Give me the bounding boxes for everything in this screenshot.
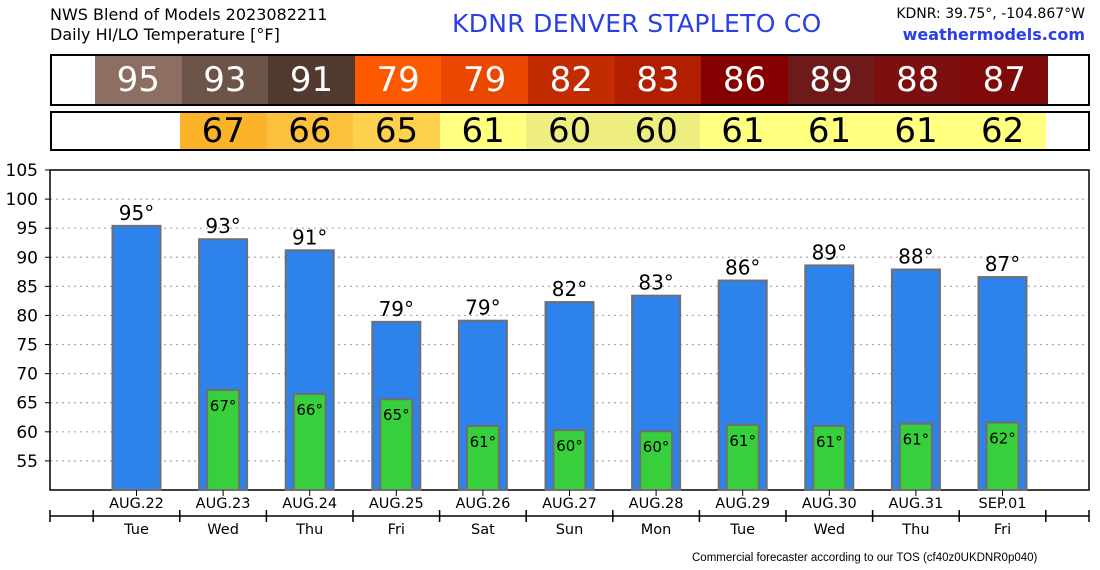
x-day-label: Sun bbox=[556, 522, 584, 538]
x-day-label: Wed bbox=[813, 522, 845, 538]
x-day-label: Tue bbox=[729, 522, 755, 538]
hi-data-label: 91° bbox=[292, 225, 327, 249]
x-day-label: Fri bbox=[994, 522, 1011, 538]
lo-strip-cell: 67 bbox=[180, 111, 267, 151]
lo-strip-cell: 61 bbox=[872, 111, 960, 151]
lo-strip-cell: 61 bbox=[786, 111, 873, 151]
lo-bar bbox=[898, 422, 933, 491]
hi-data-label: 82° bbox=[552, 277, 587, 301]
lo-data-label: 61° bbox=[470, 433, 497, 451]
station-name: KDNR DENVER STAPLETO CO bbox=[452, 9, 822, 38]
chart-title-line1: NWS Blend of Models 2023082211 bbox=[50, 5, 328, 24]
lo-strip-cell: 61 bbox=[439, 111, 527, 151]
lo-temperature-strip: 67 66 65 61 60 60 61 61 61 62 bbox=[50, 111, 1090, 151]
lo-data-label: 62° bbox=[989, 430, 1016, 448]
lo-bar bbox=[812, 425, 847, 491]
y-tick-label: 100 bbox=[6, 190, 38, 210]
lo-bar bbox=[292, 393, 327, 491]
hi-temperature-strip: 95 93 91 79 79 82 83 86 89 88 87 bbox=[50, 54, 1090, 106]
y-tick-label: 95 bbox=[16, 219, 38, 239]
y-tick-label: 75 bbox=[16, 336, 38, 356]
y-tick-label: 55 bbox=[16, 452, 38, 472]
lo-bar bbox=[465, 425, 500, 491]
y-tick-label: 90 bbox=[16, 248, 38, 268]
hi-bar bbox=[111, 224, 162, 491]
x-tick-label: AUG.26 bbox=[455, 496, 510, 512]
hi-strip-cell: 89 bbox=[787, 56, 875, 104]
lo-strip-cell: 61 bbox=[699, 111, 787, 151]
x-day-label: Fri bbox=[388, 522, 405, 538]
y-tick-label: 70 bbox=[16, 365, 38, 385]
lo-bar bbox=[552, 429, 587, 491]
hi-data-label: 79° bbox=[465, 296, 500, 320]
site-link[interactable]: weathermodels.com bbox=[902, 25, 1085, 44]
lo-data-label: 61° bbox=[729, 432, 756, 450]
x-tick-label: AUG.31 bbox=[888, 496, 943, 512]
lo-strip-cell: 60 bbox=[612, 111, 700, 151]
lo-bar bbox=[985, 421, 1020, 491]
hi-strip-cell: 95 bbox=[95, 56, 182, 104]
hi-strip-cell: 87 bbox=[960, 56, 1048, 104]
x-tick-label: AUG.28 bbox=[629, 496, 684, 512]
hi-strip-cell: 86 bbox=[701, 56, 788, 104]
hi-data-label: 95° bbox=[119, 201, 154, 225]
hi-strip-cell: 88 bbox=[874, 56, 961, 104]
x-tick-label: SEP.01 bbox=[979, 496, 1027, 512]
lo-data-label: 60° bbox=[556, 437, 583, 455]
hi-strip-cell: 79 bbox=[354, 56, 442, 104]
hi-data-label: 79° bbox=[379, 297, 414, 321]
x-tick-label: AUG.25 bbox=[369, 496, 424, 512]
x-day-label: Thu bbox=[295, 522, 323, 538]
hi-strip-cell: 91 bbox=[268, 56, 355, 104]
hi-strip-cell: 93 bbox=[181, 56, 269, 104]
x-tick-label: AUG.24 bbox=[282, 496, 337, 512]
x-tick-label: AUG.29 bbox=[715, 496, 770, 512]
hi-data-label: 88° bbox=[898, 244, 933, 268]
lo-strip-cell: 60 bbox=[526, 111, 613, 151]
hi-strip-cell: 82 bbox=[527, 56, 615, 104]
hi-strip-cell: 83 bbox=[614, 56, 702, 104]
x-tick-label: AUG.30 bbox=[802, 496, 857, 512]
hi-data-label: 83° bbox=[638, 271, 673, 295]
y-tick-label: 65 bbox=[16, 394, 38, 414]
x-day-label: Sat bbox=[471, 522, 495, 538]
lo-strip-cell: 62 bbox=[959, 111, 1046, 151]
lo-strip-cell: 65 bbox=[353, 111, 440, 151]
lo-data-label: 61° bbox=[903, 431, 930, 449]
lo-data-label: 61° bbox=[816, 433, 843, 451]
hi-data-label: 87° bbox=[985, 252, 1020, 276]
chart-title-line2: Daily HI/LO Temperature [°F] bbox=[50, 25, 280, 44]
lo-data-label: 66° bbox=[296, 401, 323, 419]
lo-data-label: 60° bbox=[643, 438, 670, 456]
hi-data-label: 86° bbox=[725, 256, 760, 280]
lo-data-label: 67° bbox=[210, 397, 237, 415]
y-tick-label: 85 bbox=[16, 277, 38, 297]
station-coordinates: KDNR: 39.75°, -104.867°W bbox=[896, 6, 1085, 22]
y-tick-label: 105 bbox=[6, 161, 38, 181]
lo-data-label: 65° bbox=[383, 406, 410, 424]
x-tick-label: AUG.23 bbox=[196, 496, 251, 512]
hi-strip-cell: 79 bbox=[441, 56, 528, 104]
x-tick-label: AUG.22 bbox=[109, 496, 164, 512]
footer-note: Commercial forecaster according to our T… bbox=[692, 552, 1038, 564]
x-day-label: Mon bbox=[641, 522, 672, 538]
x-day-label: Thu bbox=[901, 522, 929, 538]
y-tick-label: 60 bbox=[16, 423, 38, 443]
lo-strip-cell: 66 bbox=[266, 111, 354, 151]
x-day-label: Wed bbox=[207, 522, 239, 538]
x-tick-label: AUG.27 bbox=[542, 496, 597, 512]
y-tick-label: 80 bbox=[16, 306, 38, 326]
hi-data-label: 89° bbox=[812, 240, 847, 264]
lo-bar bbox=[639, 430, 674, 491]
x-day-label: Tue bbox=[123, 522, 149, 538]
hi-data-label: 93° bbox=[205, 214, 240, 238]
